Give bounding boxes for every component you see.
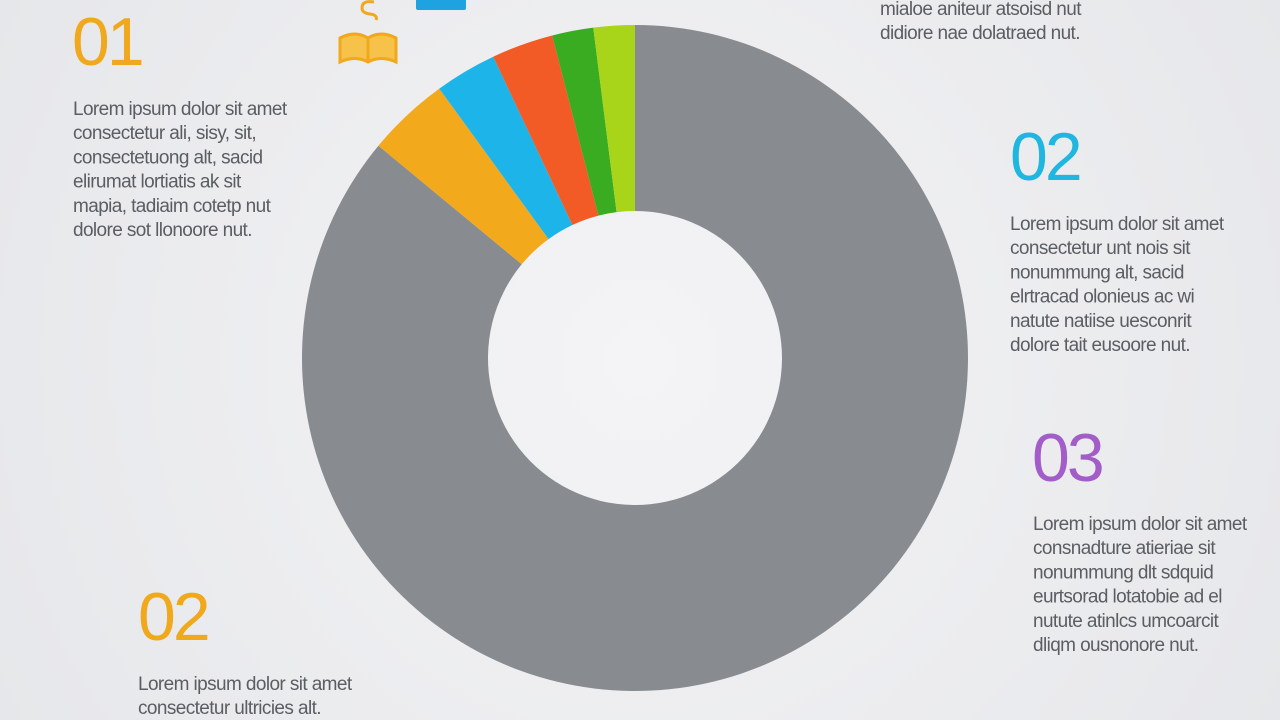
block-line: Lorem ipsum dolor sit amet bbox=[1010, 214, 1225, 235]
donut-slice bbox=[378, 88, 549, 265]
block-line: Lorem ipsum dolor sit amet bbox=[138, 674, 353, 695]
icon-money-book bbox=[338, 0, 398, 65]
text-block: 03 Lorem ipsum dolor sit amet consnadture … bbox=[1032, 420, 1248, 656]
block-heading: 02 bbox=[1010, 119, 1080, 195]
block-line: consnadture atieriae sit bbox=[1033, 538, 1216, 559]
block-line: nutute atinlcs umcoarcit bbox=[1033, 611, 1220, 632]
text-block: 02 Lorem ipsum dolor sit amet consectetur … bbox=[1010, 119, 1225, 356]
block-line: mapia, tadiaim cotetp nut bbox=[73, 196, 272, 217]
block-line: dliqm ousnonore nut. bbox=[1033, 635, 1198, 656]
block-line: consectetur ultricies alt. bbox=[138, 698, 321, 719]
text-block: 01 Lorem ipsum dolor sit amet consectetur … bbox=[72, 4, 288, 241]
donut-slice bbox=[493, 35, 599, 225]
icon-blue-card bbox=[416, 0, 466, 10]
top-note-line: didiore nae dolatraed nut. bbox=[880, 23, 1080, 44]
block-heading: 02 bbox=[138, 579, 208, 655]
donut-chart bbox=[301, 25, 968, 692]
block-line: eurtsorad lotatobie ad el bbox=[1033, 587, 1222, 608]
block-heading: 01 bbox=[72, 4, 142, 80]
block-line: Lorem ipsum dolor sit amet bbox=[1033, 514, 1248, 535]
block-line: elirumat lortiatis ak sit bbox=[73, 172, 242, 193]
block-line: natute natiise uesconrit bbox=[1010, 311, 1192, 332]
block-line: consectetur unt nois sit bbox=[1010, 238, 1191, 259]
block-heading: 03 bbox=[1032, 420, 1102, 496]
block-line: nonummung dlt sdquid bbox=[1033, 562, 1213, 583]
donut-slice bbox=[301, 25, 968, 692]
donut-slice bbox=[439, 56, 573, 240]
text-blocks: 01 Lorem ipsum dolor sit amet consectetur … bbox=[72, 0, 1248, 719]
block-line: dolore sot llonoore nut. bbox=[73, 220, 252, 241]
block-line: dolore tait eusoore nut. bbox=[1010, 335, 1190, 356]
block-line: nonummung alt, sacid bbox=[1010, 262, 1184, 283]
top-note-line: mialoe aniteur atsoisd nut bbox=[880, 0, 1082, 20]
block-line: consectetuong alt, sacid bbox=[73, 147, 262, 168]
donut-slice bbox=[552, 27, 617, 216]
block-line: Lorem ipsum dolor sit amet bbox=[73, 99, 288, 120]
block-line: elrtracad olonieus ac wi bbox=[1010, 287, 1194, 308]
text-block: 02 Lorem ipsum dolor sit amet consectetur … bbox=[138, 579, 353, 719]
block-line: consectetur ali, sisy, sit, bbox=[73, 123, 256, 144]
donut-slice bbox=[593, 25, 635, 213]
